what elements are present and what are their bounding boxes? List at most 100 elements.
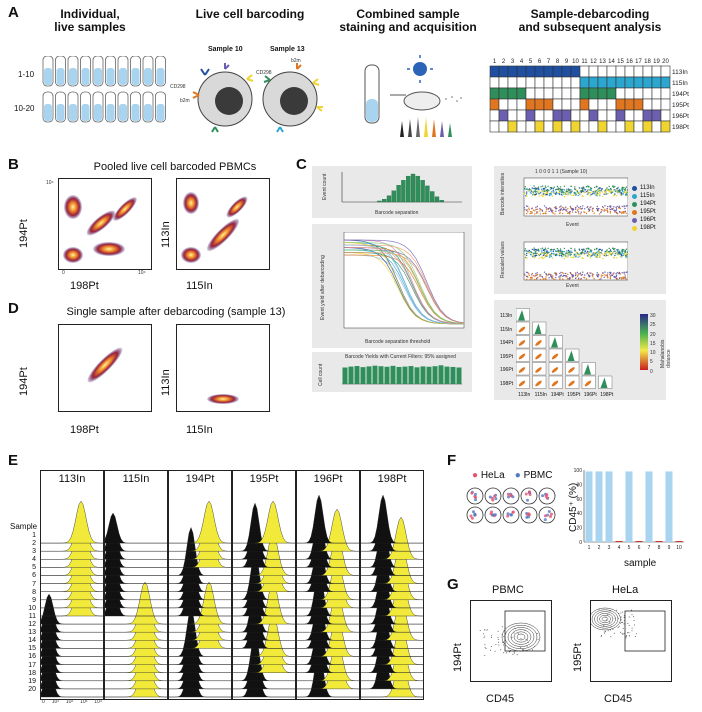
f-xtick-2: 2 bbox=[598, 545, 601, 551]
event-dot bbox=[527, 205, 529, 208]
event-dot bbox=[551, 257, 554, 259]
tube-liquid bbox=[131, 104, 140, 121]
hela-dot bbox=[609, 629, 611, 631]
channel-title-194Pt: 194Pt bbox=[185, 473, 215, 485]
event-dot bbox=[593, 192, 595, 194]
tube-liquid bbox=[44, 68, 52, 85]
event-dot bbox=[626, 189, 628, 191]
event-dot bbox=[593, 278, 595, 280]
event-dot bbox=[525, 205, 528, 207]
f-ytick-80: 80 bbox=[576, 482, 582, 488]
event-dot bbox=[557, 249, 559, 251]
grid-cell-195Pt-4 bbox=[516, 98, 527, 111]
event-dot bbox=[603, 193, 605, 195]
e-xtick-4: 10⁴ bbox=[94, 699, 102, 705]
grid-cell-194Pt-18 bbox=[642, 87, 653, 100]
event-dot bbox=[571, 251, 573, 254]
channel-title-113In: 113In bbox=[58, 473, 86, 485]
pbmc-dot bbox=[501, 626, 503, 628]
event-dot bbox=[536, 205, 538, 208]
legend-swatch bbox=[632, 193, 637, 199]
event-dot bbox=[549, 249, 552, 251]
event-dot bbox=[624, 207, 626, 210]
ridge-113In-sample-2 bbox=[41, 508, 103, 552]
ridge-195Pt-sample-4 bbox=[233, 518, 295, 568]
event-dot bbox=[573, 255, 575, 257]
event-dot bbox=[569, 205, 571, 208]
event-dot bbox=[617, 252, 620, 254]
event-dot bbox=[590, 194, 592, 196]
ridge-198Pt-sample-16 bbox=[361, 622, 423, 665]
f-xtick-1: 1 bbox=[588, 545, 591, 551]
event-dot bbox=[538, 195, 540, 197]
legend-label: 198Pt bbox=[640, 225, 656, 231]
panel-d-ylabel-1: 194Pt bbox=[18, 367, 30, 396]
c-top-bar bbox=[430, 191, 435, 203]
event-dot bbox=[615, 209, 617, 211]
event-dot bbox=[544, 189, 546, 191]
event-dot bbox=[609, 277, 611, 280]
hela-contour-line bbox=[601, 616, 609, 622]
event-dot bbox=[556, 254, 558, 257]
matrix-scatter bbox=[568, 367, 575, 373]
event-dot bbox=[551, 211, 553, 213]
event-dot bbox=[595, 255, 597, 257]
event-dot bbox=[589, 195, 591, 197]
event-dot bbox=[613, 272, 615, 274]
ridge-198Pt-sample-2 bbox=[361, 502, 423, 552]
channel-title-195Pt: 195Pt bbox=[249, 473, 279, 485]
event-dot bbox=[592, 207, 594, 210]
event-dot bbox=[595, 192, 597, 195]
event-dot bbox=[569, 210, 571, 213]
event-dot bbox=[590, 206, 592, 208]
event-dot bbox=[621, 278, 623, 280]
event-dot bbox=[524, 187, 526, 190]
event-dot bbox=[547, 185, 549, 187]
event-dot bbox=[614, 185, 616, 188]
event-dot bbox=[526, 252, 528, 255]
event-dot bbox=[563, 251, 566, 253]
f-xtick-7: 7 bbox=[648, 545, 651, 551]
event-dot bbox=[573, 191, 575, 194]
ridge-194Pt-sample-11 bbox=[169, 581, 231, 625]
event-dot bbox=[585, 186, 588, 188]
grid-cell-195Pt-8 bbox=[552, 98, 563, 111]
ridge-195Pt-sample-5 bbox=[233, 533, 295, 576]
event-dot bbox=[580, 213, 582, 215]
event-dot bbox=[624, 274, 626, 276]
pbmc-dot bbox=[537, 638, 539, 640]
event-dot bbox=[596, 205, 598, 208]
event-dot bbox=[587, 255, 589, 258]
event-dot bbox=[565, 209, 567, 212]
f-xtick-9: 9 bbox=[668, 545, 671, 551]
matrix-row-labels: 113In 115In 194Pt 195Pt 196Pt 198Pt bbox=[500, 310, 513, 391]
grid-cell-195Pt-14 bbox=[606, 98, 617, 111]
event-dot bbox=[611, 208, 613, 210]
event-dot bbox=[562, 275, 564, 278]
event-dot bbox=[542, 278, 545, 280]
event-dot bbox=[556, 250, 558, 253]
grid-col-6: 6 bbox=[538, 59, 542, 65]
yield-curve bbox=[344, 252, 465, 324]
sample-index-11: 11 bbox=[28, 612, 36, 620]
event-dot bbox=[571, 208, 574, 210]
pbmc-dot bbox=[526, 645, 528, 647]
event-dot bbox=[563, 208, 566, 210]
event-dot bbox=[607, 211, 609, 213]
legend-label: 115In bbox=[640, 193, 655, 199]
event-dot bbox=[603, 210, 605, 212]
matrix-scatter bbox=[518, 326, 526, 333]
event-dot bbox=[579, 206, 582, 208]
event-dot bbox=[538, 188, 540, 190]
ridge-115In-sample-1 bbox=[105, 512, 167, 544]
event-dot bbox=[536, 211, 538, 213]
event-dot bbox=[541, 276, 544, 278]
grid-cell-198Pt-7 bbox=[543, 120, 554, 133]
grid-cell-194Pt-3 bbox=[507, 87, 518, 100]
panel-a-title-barcoding: Live cell barcoding bbox=[195, 7, 305, 21]
event-dot bbox=[541, 185, 544, 187]
event-dot bbox=[556, 188, 558, 190]
debarcoded-113-115 bbox=[207, 394, 239, 404]
event-dot bbox=[550, 208, 552, 210]
e-xtick-3: 10³ bbox=[80, 699, 88, 705]
